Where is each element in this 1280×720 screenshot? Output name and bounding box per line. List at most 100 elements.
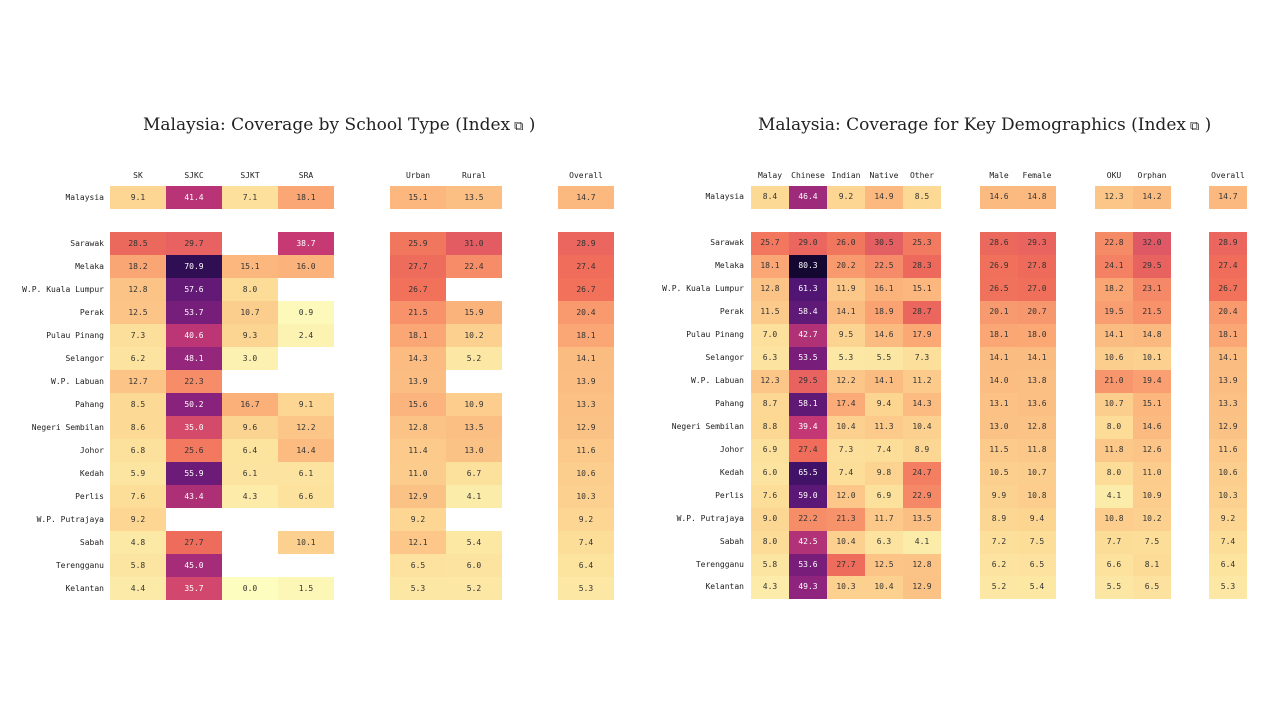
external-link-icon: ⧉ — [514, 119, 524, 134]
chart-2-heatmap-cell: 11.9 — [827, 278, 865, 301]
chart-2-row-label: Kelantan — [705, 582, 744, 592]
chart-1-heatmap-cell: 53.7 — [166, 301, 222, 324]
chart-2-heatmap-cell: 14.9 — [865, 186, 903, 209]
chart-1-heatmap-cell: 7.6 — [110, 485, 166, 508]
chart-1-heatmap-cell: 29.7 — [166, 232, 222, 255]
chart-1-row-label: Sabah — [79, 537, 104, 547]
chart-1-heatmap-cell: 25.6 — [166, 439, 222, 462]
chart-1-heatmap-cell: 27.7 — [390, 255, 446, 278]
chart-2-heatmap-cell: 20.1 — [980, 301, 1018, 324]
chart-1-heatmap-cell: 18.2 — [110, 255, 166, 278]
chart-1-heatmap-cell: 57.6 — [166, 278, 222, 301]
chart-2-heatmap-cell: 61.3 — [789, 278, 827, 301]
chart-2-heatmap-cell: 7.5 — [1133, 531, 1171, 554]
chart-1-heatmap-cell: 10.2 — [446, 324, 502, 347]
chart-1-heatmap-cell: 5.9 — [110, 462, 166, 485]
chart-2-column-header: Orphan — [1137, 171, 1167, 180]
chart-2-heatmap-cell: 12.6 — [1133, 439, 1171, 462]
chart-2-heatmap-cell: 12.5 — [865, 554, 903, 577]
chart-1-heatmap-cell: 6.5 — [390, 554, 446, 577]
chart-1-heatmap-cell: 7.4 — [558, 531, 614, 554]
chart-1-heatmap-cell: 9.2 — [390, 508, 446, 531]
chart-2-heatmap-cell: 26.0 — [827, 232, 865, 255]
chart-1-heatmap-cell: 10.1 — [278, 531, 334, 554]
chart-1-row-label: Kedah — [79, 468, 104, 478]
chart-2-heatmap-cell: 23.1 — [1133, 278, 1171, 301]
chart-1-column-header: SJKC — [184, 171, 204, 180]
chart-2-heatmap-cell: 6.9 — [865, 485, 903, 508]
chart-1-heatmap-cell: 15.1 — [390, 186, 446, 209]
chart-2-heatmap-cell: 29.5 — [1133, 255, 1171, 278]
chart-2-heatmap-cell: 9.2 — [1209, 508, 1247, 531]
chart-2-title-text: Malaysia: Coverage for Key Demographics — [758, 115, 1132, 135]
chart-2-heatmap-cell: 8.5 — [903, 186, 941, 209]
chart-2-heatmap-cell: 24.1 — [1095, 255, 1133, 278]
chart-1-heatmap-cell: 5.4 — [446, 531, 502, 554]
chart-2-heatmap-cell: 15.1 — [1133, 393, 1171, 416]
chart-1-row-label: Perak — [79, 307, 104, 317]
chart-2-column-header: Chinese — [791, 171, 825, 180]
chart-2-heatmap-cell: 14.1 — [1018, 347, 1056, 370]
chart-2-heatmap-cell: 29.3 — [1018, 232, 1056, 255]
chart-1-heatmap-cell: 12.1 — [390, 531, 446, 554]
chart-2-heatmap-cell: 8.9 — [903, 439, 941, 462]
chart-2-heatmap-cell: 14.1 — [1095, 324, 1133, 347]
chart-1-heatmap-cell: 6.6 — [278, 485, 334, 508]
chart-2-heatmap-cell: 12.8 — [751, 278, 789, 301]
chart-1-heatmap-cell: 38.7 — [278, 232, 334, 255]
chart-1-heatmap-cell: 6.8 — [110, 439, 166, 462]
chart-1-heatmap-cell: 9.2 — [558, 508, 614, 531]
chart-1-heatmap-cell: 12.9 — [558, 416, 614, 439]
chart-2-heatmap-cell: 17.9 — [903, 324, 941, 347]
chart-1-index-link[interactable]: (Index ⧉ — [455, 115, 523, 135]
chart-1-heatmap-cell: 4.3 — [222, 485, 278, 508]
chart-2-heatmap-cell: 12.2 — [827, 370, 865, 393]
chart-2-heatmap-cell: 14.1 — [1209, 347, 1247, 370]
chart-1-heatmap-cell: 2.4 — [278, 324, 334, 347]
chart-1-heatmap-cell: 13.5 — [446, 186, 502, 209]
chart-1-heatmap-cell: 5.3 — [558, 577, 614, 600]
chart-1-heatmap-cell: 6.1 — [278, 462, 334, 485]
chart-1-heatmap-cell: 9.2 — [110, 508, 166, 531]
chart-2-heatmap-cell: 28.9 — [1209, 232, 1247, 255]
chart-2-heatmap-cell: 9.0 — [751, 508, 789, 531]
chart-2-row-label: Pulau Pinang — [686, 330, 744, 340]
chart-1-heatmap-cell: 14.4 — [278, 439, 334, 462]
chart-2-index-link[interactable]: (Index ⧉ — [1131, 115, 1199, 135]
chart-1-heatmap-cell: 6.2 — [110, 347, 166, 370]
chart-2-heatmap-cell: 14.1 — [980, 347, 1018, 370]
chart-2-row-label: Sarawak — [710, 238, 744, 248]
chart-1-heatmap-cell: 6.7 — [446, 462, 502, 485]
chart-2-heatmap-cell: 8.7 — [751, 393, 789, 416]
chart-2-title: Malaysia: Coverage for Key Demographics … — [758, 117, 1211, 134]
chart-2-heatmap-cell: 10.4 — [827, 416, 865, 439]
chart-2-heatmap-cell: 53.6 — [789, 554, 827, 577]
chart-2-heatmap-cell: 8.9 — [980, 508, 1018, 531]
chart-1-row-label: W.P. Putrajaya — [36, 514, 104, 524]
chart-2-heatmap-cell: 20.2 — [827, 255, 865, 278]
chart-2-heatmap-cell: 6.3 — [751, 347, 789, 370]
chart-1-row-label: Kelantan — [65, 583, 104, 593]
chart-2-heatmap-cell: 8.0 — [751, 531, 789, 554]
chart-1-row-label: Pulau Pinang — [46, 330, 104, 340]
chart-1-column-header: Overall — [569, 171, 603, 180]
chart-1-heatmap-cell: 18.1 — [278, 186, 334, 209]
chart-2-heatmap-cell: 22.9 — [903, 485, 941, 508]
chart-2-heatmap-cell: 7.4 — [1209, 531, 1247, 554]
chart-1-heatmap-cell: 4.4 — [110, 577, 166, 600]
chart-2-heatmap-cell: 18.1 — [1209, 324, 1247, 347]
chart-1-row-label: Pahang — [75, 399, 104, 409]
chart-2-heatmap-cell: 11.6 — [1209, 439, 1247, 462]
chart-2-heatmap-cell: 10.3 — [1209, 485, 1247, 508]
chart-2-row-label: W.P. Labuan — [691, 376, 744, 386]
chart-2-heatmap-cell: 10.8 — [1018, 485, 1056, 508]
chart-2-heatmap-cell: 8.0 — [1095, 416, 1133, 439]
chart-1-heatmap-cell: 7.1 — [222, 186, 278, 209]
chart-2-heatmap-cell: 28.7 — [903, 301, 941, 324]
chart-2-heatmap-cell: 5.8 — [751, 554, 789, 577]
chart-1-heatmap-cell: 3.0 — [222, 347, 278, 370]
chart-2-heatmap-cell: 12.8 — [1018, 416, 1056, 439]
chart-2-heatmap-cell: 7.3 — [903, 347, 941, 370]
chart-2-heatmap-cell: 5.3 — [1209, 576, 1247, 599]
